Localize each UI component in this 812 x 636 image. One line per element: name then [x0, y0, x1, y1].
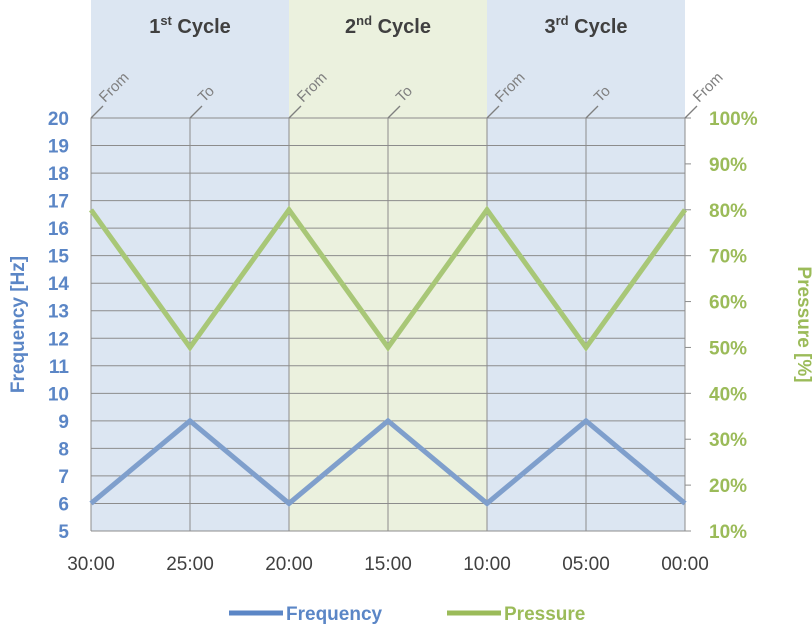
y-left-tick-label: 15 — [48, 247, 70, 268]
y-left-tick-label: 18 — [48, 164, 69, 185]
y-right-tick-label: 10% — [709, 522, 747, 543]
y-right-tick-label: 60% — [709, 293, 747, 314]
y-axis-right-label: Pressure [%] — [793, 266, 812, 382]
y-right-tick-label: 90% — [709, 155, 747, 176]
y-left-tick-label: 9 — [58, 412, 69, 433]
y-left-tick-label: 11 — [49, 357, 70, 378]
y-left-tick-label: 20 — [48, 109, 69, 130]
cycle-label-2: 2nd Cycle — [345, 13, 431, 38]
cycle-label-3: 3rd Cycle — [544, 13, 627, 38]
series-line-frequency — [89, 417, 687, 507]
x-tick-label: 30:00 — [67, 554, 115, 575]
y-left-tick-label: 10 — [48, 384, 69, 405]
x-tick-label: 05:00 — [562, 554, 610, 575]
y-left-tick-label: 8 — [58, 439, 69, 460]
marker-tick — [90, 105, 104, 119]
y-right-tick-label: 70% — [709, 247, 747, 268]
y-left-tick-label: 12 — [48, 329, 69, 350]
marker-tick — [585, 105, 599, 119]
marker-tick — [387, 105, 401, 119]
marker-label-from: From — [690, 69, 727, 106]
y-left-tick-label: 19 — [48, 137, 69, 158]
marker-tick — [684, 105, 698, 119]
y-left-tick-label: 14 — [48, 274, 70, 295]
x-axis-ticks: 30:00 25:00 20:00 15:00 10:00 05:00 00:00 — [67, 554, 709, 575]
x-tick-label: 10:00 — [463, 554, 511, 575]
y-left-tick-label: 5 — [58, 522, 69, 543]
legend-label-pressure: Pressure — [504, 604, 585, 625]
cycle-labels: 1st Cycle 2nd Cycle 3rd Cycle — [149, 13, 627, 38]
y-left-tick-label: 16 — [48, 219, 69, 240]
left-axis-ticks: 5 6 7 8 9 10 11 12 13 14 15 16 17 18 19 20 — [48, 109, 70, 543]
series-lines — [88, 205, 688, 507]
x-tick-label: 20:00 — [265, 554, 313, 575]
y-right-tick-label: 20% — [709, 476, 747, 497]
x-tick-label: 00:00 — [661, 554, 709, 575]
marker-tick — [486, 105, 500, 119]
y-right-tick-label: 40% — [709, 384, 747, 405]
y-right-tick-label: 80% — [709, 201, 747, 222]
y-right-tick-label: 50% — [709, 338, 747, 359]
y-left-tick-label: 13 — [48, 302, 69, 323]
y-right-tick-label: 100% — [709, 109, 758, 130]
legend: Frequency Pressure — [229, 604, 585, 625]
right-axis-ticks: 10% 20% 30% 40% 50% 60% 70% 80% 90% 100% — [685, 109, 758, 543]
y-left-tick-label: 6 — [58, 494, 69, 515]
y-left-tick-label: 7 — [58, 467, 69, 488]
y-left-tick-label: 17 — [48, 192, 69, 213]
marker-tick — [288, 105, 302, 119]
marker-tick — [189, 105, 203, 119]
y-right-tick-label: 30% — [709, 430, 747, 451]
legend-label-frequency: Frequency — [286, 604, 383, 625]
x-tick-label: 25:00 — [166, 554, 214, 575]
series-line-pressure — [88, 205, 688, 352]
x-tick-label: 15:00 — [364, 554, 412, 575]
cycle-label-1: 1st Cycle — [149, 13, 231, 38]
y-axis-left-label: Frequency [Hz] — [8, 256, 29, 393]
